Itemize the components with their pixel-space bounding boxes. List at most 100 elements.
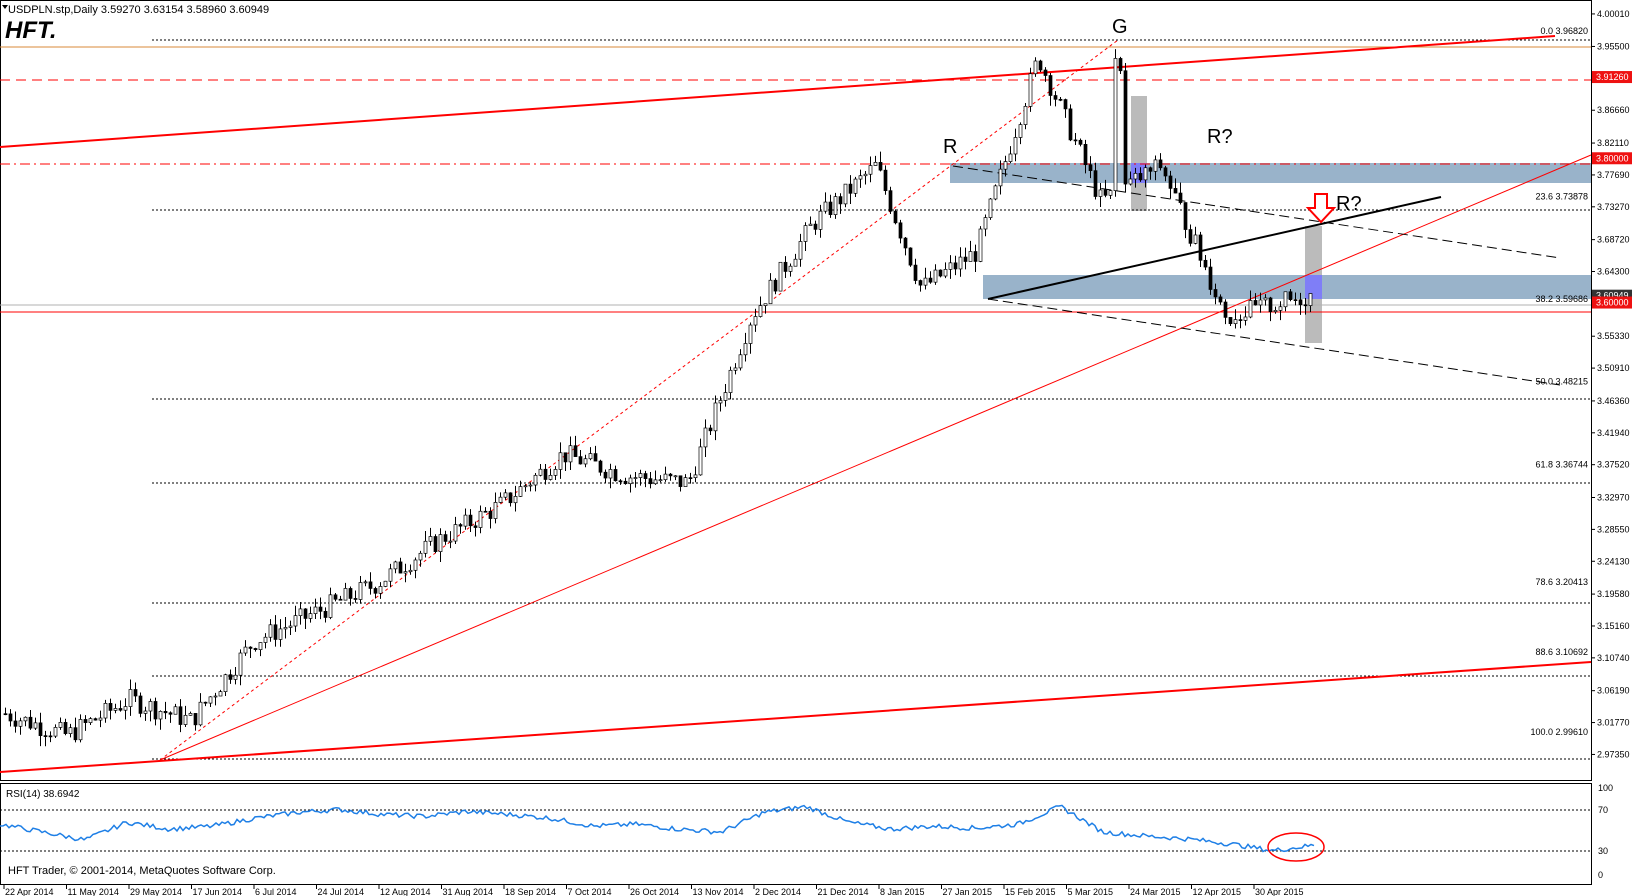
candle-body xyxy=(803,225,808,242)
main-plot-frame xyxy=(0,0,1592,781)
candle-body xyxy=(643,473,648,479)
candle-body xyxy=(633,477,638,479)
candle-body xyxy=(668,473,673,477)
candle-body xyxy=(713,402,718,432)
candle-body xyxy=(793,258,798,267)
label-r: R xyxy=(943,136,957,158)
candle-body xyxy=(888,190,893,212)
candle-body xyxy=(898,222,903,239)
candle-body xyxy=(533,474,538,486)
candle-body xyxy=(213,695,218,698)
y-tick-label: 3.86660 xyxy=(1597,105,1630,115)
candle-body xyxy=(1013,137,1018,155)
rsi-level-70: 70 xyxy=(1598,805,1608,815)
rsi-highlight-circle xyxy=(1267,832,1325,862)
candle-body xyxy=(903,237,908,249)
candle-body xyxy=(503,492,508,498)
candle-body xyxy=(133,689,138,697)
candle-body xyxy=(473,525,478,528)
candle-body xyxy=(788,265,793,272)
lower-channel-line xyxy=(0,661,1592,773)
down-arrow-icon xyxy=(1305,193,1337,224)
candle-body xyxy=(438,534,443,552)
rsi-level-100: 100 xyxy=(1598,783,1613,793)
fib-level-label: 0.0 3.96820 xyxy=(1540,26,1588,36)
candle-body xyxy=(328,594,333,618)
candle-body xyxy=(943,269,948,277)
candle-body xyxy=(1063,99,1068,110)
candle-body xyxy=(73,727,78,741)
candle-body xyxy=(528,484,533,487)
candle-body xyxy=(1028,73,1033,107)
candle-body xyxy=(573,445,578,457)
candle-body xyxy=(758,305,763,317)
candle-body xyxy=(358,582,363,600)
candle-body xyxy=(423,540,428,554)
candle-body xyxy=(728,369,733,393)
candle-body xyxy=(1113,58,1118,191)
candle-body xyxy=(523,485,528,488)
candle-body xyxy=(458,524,463,527)
candle-body xyxy=(1303,304,1308,307)
rsi-line xyxy=(0,804,1315,853)
x-tick-label: 15 Feb 2015 xyxy=(1005,887,1056,896)
zones xyxy=(950,96,1591,343)
candle-body xyxy=(3,713,8,716)
candle-body xyxy=(248,646,253,649)
candle-body xyxy=(453,524,458,542)
candle-body xyxy=(1053,95,1058,100)
price-label-text: 3.60949 xyxy=(1596,291,1629,301)
candle-body xyxy=(23,716,28,722)
candle-body xyxy=(958,256,963,270)
chart-menu-triangle-icon[interactable] xyxy=(2,5,8,9)
candle-body xyxy=(463,514,468,527)
candle-body xyxy=(1188,229,1193,244)
candle-body xyxy=(448,540,453,543)
candle-body xyxy=(48,735,53,738)
candle-body xyxy=(308,613,313,619)
y-tick-label: 3.55330 xyxy=(1597,331,1630,341)
candle-body xyxy=(223,674,228,692)
candle-body xyxy=(143,710,148,714)
y-tick-label: 3.73270 xyxy=(1597,202,1630,212)
y-tick-label: 3.19580 xyxy=(1597,589,1630,599)
candle-body xyxy=(733,367,738,371)
x-tick-label: 11 May 2014 xyxy=(68,887,119,896)
candle-body xyxy=(933,269,938,283)
rsi-label: RSI(14) 38.6942 xyxy=(6,789,80,800)
price-label-box xyxy=(1592,152,1632,165)
candle-body xyxy=(43,735,48,737)
candle-body xyxy=(763,303,768,306)
y-tick-label: 3.06190 xyxy=(1597,686,1630,696)
candle-body xyxy=(233,674,238,680)
candle-body xyxy=(348,588,353,599)
rising-support-line xyxy=(159,154,1592,761)
candle-body xyxy=(148,701,153,712)
candle-body xyxy=(1183,202,1188,230)
candle-body xyxy=(1288,291,1293,301)
candle-body xyxy=(123,706,128,711)
candle-body xyxy=(1238,319,1243,321)
candle-body xyxy=(838,196,843,205)
candle-body xyxy=(398,561,403,574)
candle-body xyxy=(1258,299,1263,306)
candle-body xyxy=(173,706,178,715)
candle-body xyxy=(1193,234,1198,244)
candle-body xyxy=(628,477,633,485)
candle-body xyxy=(923,277,928,286)
candle-body xyxy=(753,316,758,326)
candle-body xyxy=(383,580,388,587)
candle-body xyxy=(353,598,358,600)
candle-body xyxy=(63,722,68,734)
symbol-text: USDPLN.stp,Daily 3.59270 3.63154 3.58960… xyxy=(8,4,269,16)
candle-body xyxy=(553,469,558,476)
candle-body xyxy=(703,427,708,448)
candle-body xyxy=(798,241,803,260)
fib-level-label: 50.0 3.48215 xyxy=(1535,377,1588,387)
candle-body xyxy=(1273,310,1278,313)
price-label-text: 3.91260 xyxy=(1596,72,1629,82)
candle-body xyxy=(778,261,783,292)
candle-body xyxy=(1128,178,1133,185)
candle-body xyxy=(33,722,38,729)
dashed-upper-black xyxy=(952,165,1561,259)
